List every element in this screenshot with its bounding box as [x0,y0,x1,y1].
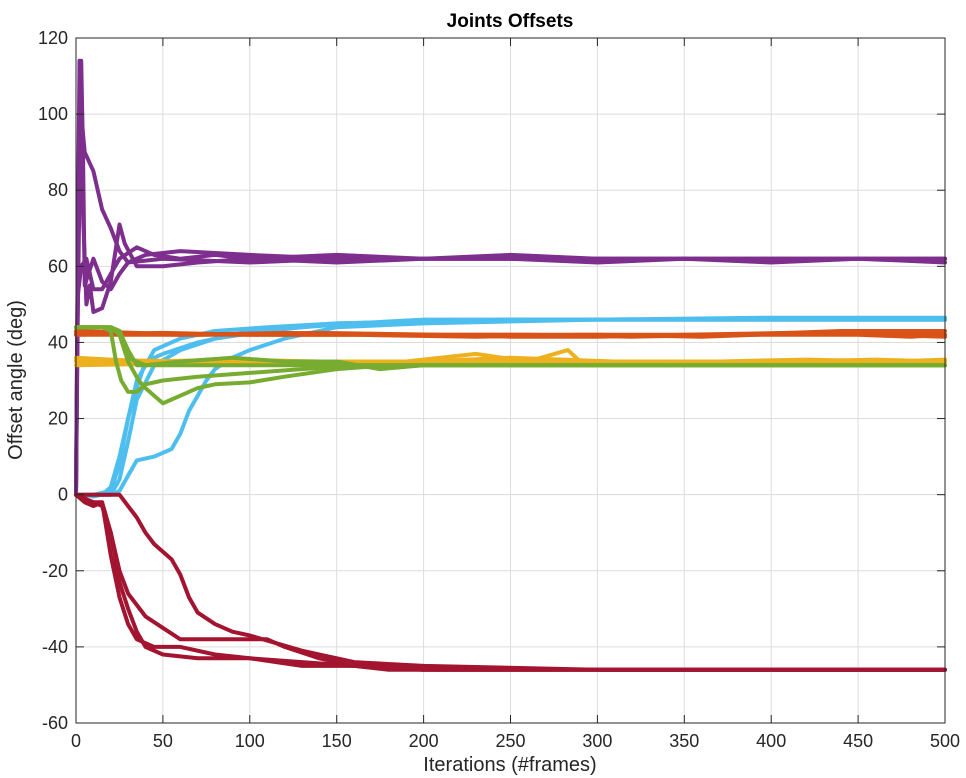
axis-ticks [75,37,946,724]
y-tick-label: 60 [48,256,68,276]
series-line-4 [74,245,947,497]
x-tick-label: 450 [843,731,873,751]
chart-title: Joints Offsets [447,11,574,32]
series-layer [74,58,947,672]
y-tick-label: 120 [38,28,68,48]
x-tick-label: 100 [235,731,265,751]
y-tick-label: 80 [48,180,68,200]
series-line-8 [74,317,947,497]
x-tick-label: 0 [71,731,81,751]
y-tick-label: 40 [48,332,68,352]
series-line-24 [74,492,947,672]
x-tick-label: 300 [582,731,612,751]
x-tick-labels: 0 50 100 150 200 250 300 350 400 450 500 [71,731,960,751]
x-tick-label: 500 [930,731,960,751]
series-line-16 [74,355,947,366]
x-tick-label: 350 [669,731,699,751]
y-tick-label: 100 [38,104,68,124]
y-tick-label: -40 [42,637,68,657]
y-axis-label: Offset angle (deg) [5,300,27,460]
x-tick-label: 200 [409,731,439,751]
series-line-12 [74,330,947,339]
y-tick-label: -20 [42,561,68,581]
x-tick-label: 150 [322,731,352,751]
x-tick-label: 400 [756,731,786,751]
x-tick-label: 250 [495,731,525,751]
series-line-21 [74,492,947,672]
x-axis-label: Iterations (#frames) [423,754,596,776]
y-tick-label: 20 [48,409,68,429]
y-tick-label: 0 [58,485,68,505]
x-tick-label: 50 [153,731,173,751]
y-tick-labels: -60 -40 -20 0 20 40 60 80 100 120 [38,28,68,733]
y-tick-label: -60 [42,713,68,733]
series-line-20 [74,325,947,372]
